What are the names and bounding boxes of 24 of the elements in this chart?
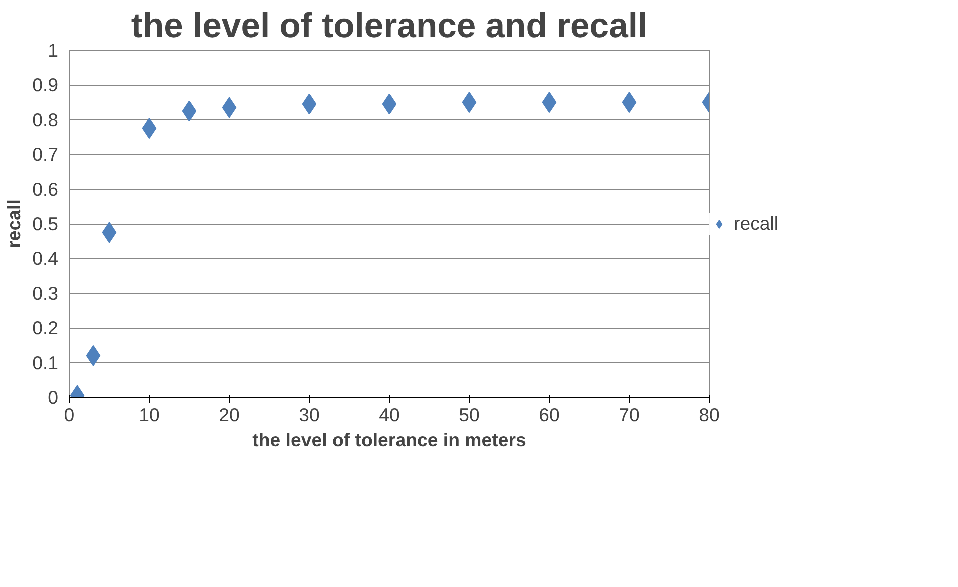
y-axis-title: recall (4, 200, 25, 248)
chart-title: the level of tolerance and recall (131, 8, 648, 46)
y-tick-label: 0.8 (32, 109, 59, 130)
y-tick-label: 0.2 (32, 318, 59, 339)
x-tick-label: 30 (299, 404, 320, 426)
y-tick-label: 0.6 (32, 178, 59, 200)
y-tick-label: 0 (48, 387, 59, 408)
y-tick-label: 0.7 (32, 144, 59, 166)
legend-label: recall (734, 212, 779, 234)
x-tick-label: 40 (379, 404, 400, 426)
y-tick-label: 0.9 (32, 74, 59, 96)
x-tick-label: 70 (619, 404, 640, 426)
x-tick-label: 0 (64, 404, 75, 426)
y-tick-label: 1 (48, 40, 59, 61)
x-tick-label: 20 (219, 404, 240, 426)
y-tick-label: 0.4 (32, 248, 59, 270)
x-tick-label: 80 (699, 404, 720, 426)
x-axis-title: the level of tolerance in meters (252, 430, 526, 450)
x-tick-label: 50 (459, 404, 480, 426)
y-tick-label: 0.3 (32, 282, 59, 304)
x-tick-label: 10 (139, 404, 160, 426)
y-tick-label: 0.5 (32, 214, 59, 234)
x-tick-label: 60 (539, 404, 560, 426)
y-tick-label: 0.1 (32, 352, 59, 374)
